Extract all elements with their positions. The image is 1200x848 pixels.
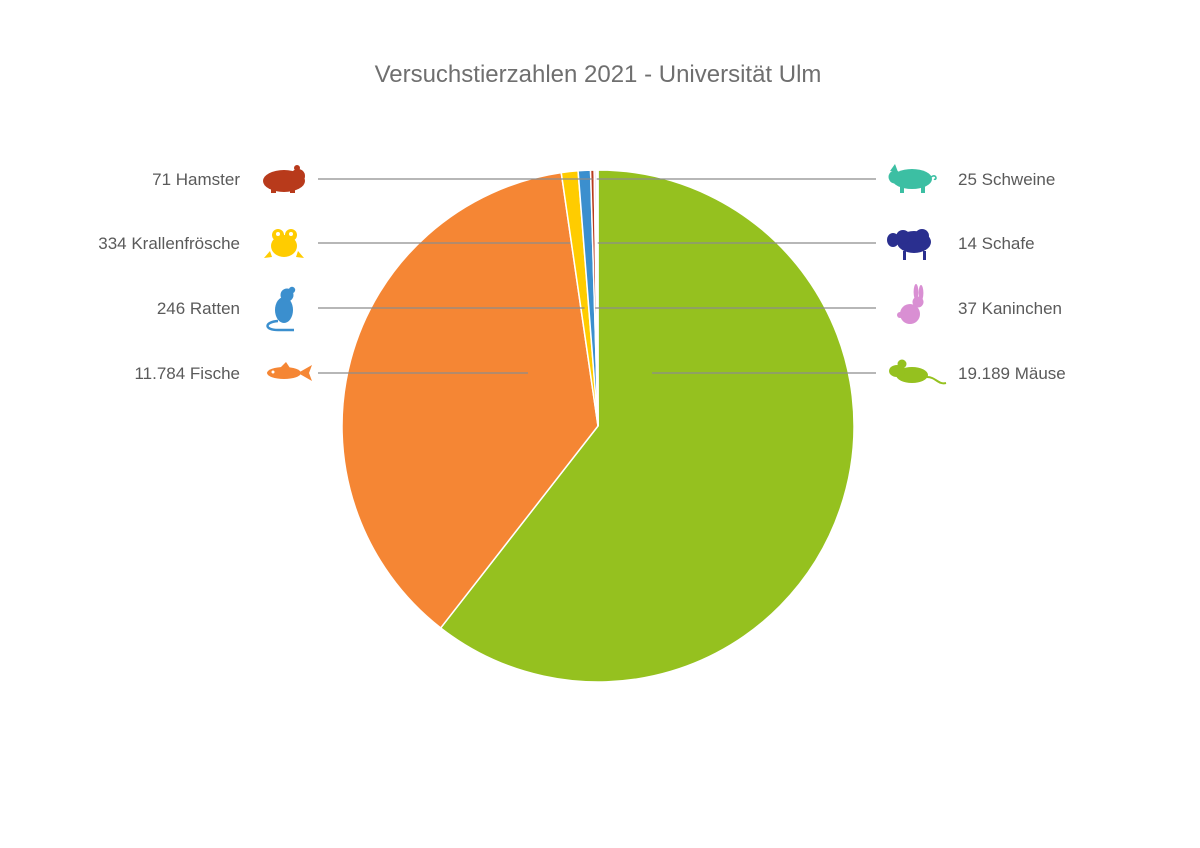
slice-label-schweine: 25 Schweine (958, 170, 1055, 189)
leader-lines (318, 178, 876, 374)
rabbit-icon (897, 284, 924, 324)
chart-title: Versuchstierzahlen 2021 - Universität Ul… (375, 61, 822, 88)
slice-label-kaninchen: 37 Kaninchen (958, 299, 1062, 318)
pie-slice-mäuse (439, 169, 855, 683)
slice-label-ratten: 246 Ratten (157, 299, 240, 318)
slice-labels: 19.189 Mäuse 11.784 Fische 334 Krallenfrös… (98, 170, 1066, 383)
slice-label-hamster: 71 Hamster (152, 170, 240, 189)
sheep-icon (887, 229, 931, 260)
rat-icon (266, 286, 296, 332)
slice-label-fische: 11.784 Fische (134, 364, 240, 383)
slice-label-krallenfrösche: 334 Krallenfrösche (98, 234, 240, 253)
fish-icon (267, 362, 312, 381)
mouse-icon (889, 359, 947, 385)
slice-label-schafe: 14 Schafe (958, 234, 1035, 253)
slice-label-mäuse: 19.189 Mäuse (958, 364, 1066, 383)
pie-slices (341, 169, 855, 683)
pie-slice-fische (341, 171, 599, 630)
pie-slice-schafe (596, 169, 599, 427)
animal-icons (263, 164, 947, 385)
hamster-icon (263, 165, 305, 193)
frog-icon (264, 229, 304, 258)
pig-icon (888, 164, 937, 193)
